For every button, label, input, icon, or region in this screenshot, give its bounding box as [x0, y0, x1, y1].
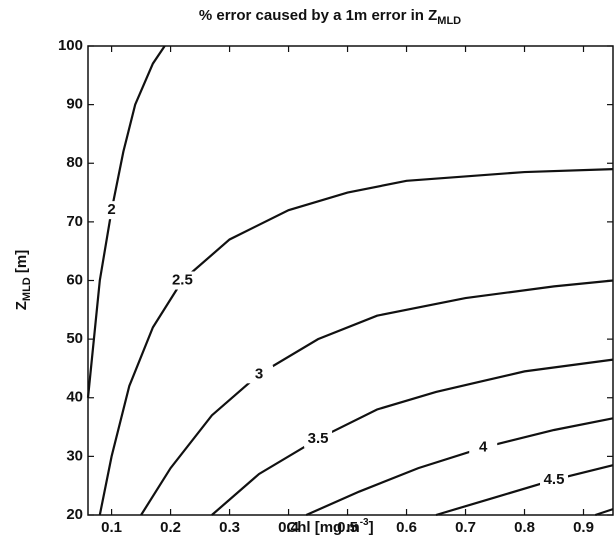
title-text: % error caused by a 1m error in Z	[199, 7, 437, 24]
contour-label-bg	[304, 429, 333, 448]
x-label-superscript: -3	[360, 517, 369, 528]
chart-title: % error caused by a 1m error in ZMLD	[199, 7, 461, 27]
x-label-text: Chl [mg m	[286, 519, 359, 536]
x-tick-label: 0.8	[514, 519, 535, 536]
contour-line	[305, 417, 614, 517]
contour-label: 2.5	[172, 271, 193, 288]
y-label-subscript: MLD	[21, 277, 33, 301]
contour-label-bg	[97, 201, 126, 220]
contour-line	[594, 508, 614, 517]
contour-label: 3.5	[308, 430, 329, 447]
x-tick-label: 0.7	[455, 519, 476, 536]
x-tick-label: 0.9	[573, 519, 594, 536]
y-label-end: [m]	[13, 250, 30, 278]
contour-label: 4.5	[544, 471, 565, 488]
x-tick-label: 0.3	[219, 519, 240, 536]
y-label-text: Z	[13, 301, 30, 310]
contour-label-bg	[245, 365, 274, 384]
contour-label: 2	[107, 201, 115, 218]
y-tick-label: 40	[66, 389, 83, 406]
x-label-end: ]	[369, 519, 374, 536]
y-tick-label: 50	[66, 330, 83, 347]
x-tick-label: 0.6	[396, 519, 417, 536]
x-axis-label: Chl [mg m-3]	[286, 517, 373, 536]
contour-line	[98, 168, 614, 516]
y-axis-label: ZMLD [m]	[13, 250, 33, 311]
contour-label: 3	[255, 365, 263, 382]
contour-line	[86, 45, 166, 398]
plot-frame	[87, 45, 614, 516]
y-tick-label: 80	[66, 154, 83, 171]
contour-label-bg	[469, 438, 498, 457]
contour-label-bg	[540, 470, 569, 489]
contour-label: 4	[479, 439, 488, 456]
contour-line	[211, 358, 614, 516]
contour-label-bg	[168, 271, 197, 290]
y-tick-label: 90	[66, 96, 83, 113]
y-tick-label: 70	[66, 213, 83, 230]
x-tick-label: 0.1	[101, 519, 122, 536]
y-tick-label: 100	[58, 37, 83, 54]
contour-line	[435, 464, 614, 517]
title-subscript: MLD	[437, 15, 461, 27]
y-tick-label: 60	[66, 271, 83, 288]
y-tick-label: 30	[66, 447, 83, 464]
x-tick-label: 0.5	[337, 519, 358, 536]
x-tick-label: 0.2	[160, 519, 181, 536]
y-tick-label: 20	[66, 506, 83, 523]
contour-line	[140, 279, 614, 516]
x-tick-label: 0.4	[278, 519, 300, 536]
